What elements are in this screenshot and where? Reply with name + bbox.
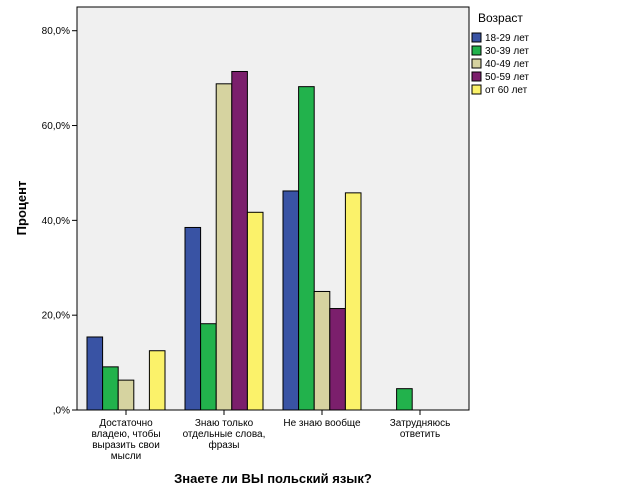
x-tick-label: Достаточно <box>99 418 153 429</box>
bar <box>329 308 346 411</box>
bar <box>313 290 331 411</box>
legend-title: Возраст <box>478 11 523 25</box>
legend-swatch <box>471 45 482 56</box>
legend-swatch <box>471 84 482 95</box>
y-tick-label: 20,0% <box>42 311 70 322</box>
y-tick-label: 40,0% <box>42 216 70 227</box>
bar <box>282 190 300 411</box>
bar <box>148 350 166 411</box>
bar <box>396 388 413 411</box>
y-axis: ,0% 20,0% 40,0% 60,0% 80,0% <box>42 26 77 417</box>
bar <box>246 211 264 411</box>
bar <box>344 192 362 411</box>
legend-swatch <box>471 58 482 69</box>
legend-item-label: от 60 лет <box>485 85 528 96</box>
bar <box>215 83 233 411</box>
y-axis-title: Процент <box>14 181 29 236</box>
bar <box>200 323 217 411</box>
x-tick-label: выразить свои <box>92 440 160 451</box>
bars-group <box>86 70 413 411</box>
x-tick-label: владею, чтобы <box>91 428 160 440</box>
plot-area <box>76 6 470 411</box>
legend-item-label: 30-39 лет <box>485 46 529 57</box>
legend-swatch <box>471 71 482 82</box>
legend-item-label: 50-59 лет <box>485 72 529 83</box>
x-tick-label: Затрудняюсь <box>390 418 451 429</box>
x-tick-label: Знаю только <box>195 418 254 429</box>
bar <box>102 366 119 411</box>
legend-item-label: 18-29 лет <box>485 33 529 44</box>
bar <box>184 226 202 411</box>
bar <box>231 70 248 411</box>
x-tick-label: отдельные слова, <box>183 429 266 440</box>
bar <box>298 86 315 411</box>
y-tick-label: 80,0% <box>42 26 70 37</box>
y-tick-label: 60,0% <box>42 121 70 132</box>
y-tick-label: ,0% <box>53 406 70 417</box>
legend: Возраст 18-29 лет 30-39 лет 40-49 лет 50-59… <box>471 11 529 96</box>
x-axis-title: Знаете ли ВЫ польский язык? <box>174 471 372 486</box>
bar <box>86 336 104 411</box>
x-tick-label: мысли <box>111 451 141 462</box>
x-tick-label: ответить <box>400 429 440 440</box>
x-tick-label: фразы <box>208 439 239 451</box>
x-tick-label: Не знаю вообще <box>283 417 361 429</box>
bar <box>117 379 135 411</box>
legend-swatch <box>471 32 482 43</box>
legend-item-label: 40-49 лет <box>485 59 529 70</box>
